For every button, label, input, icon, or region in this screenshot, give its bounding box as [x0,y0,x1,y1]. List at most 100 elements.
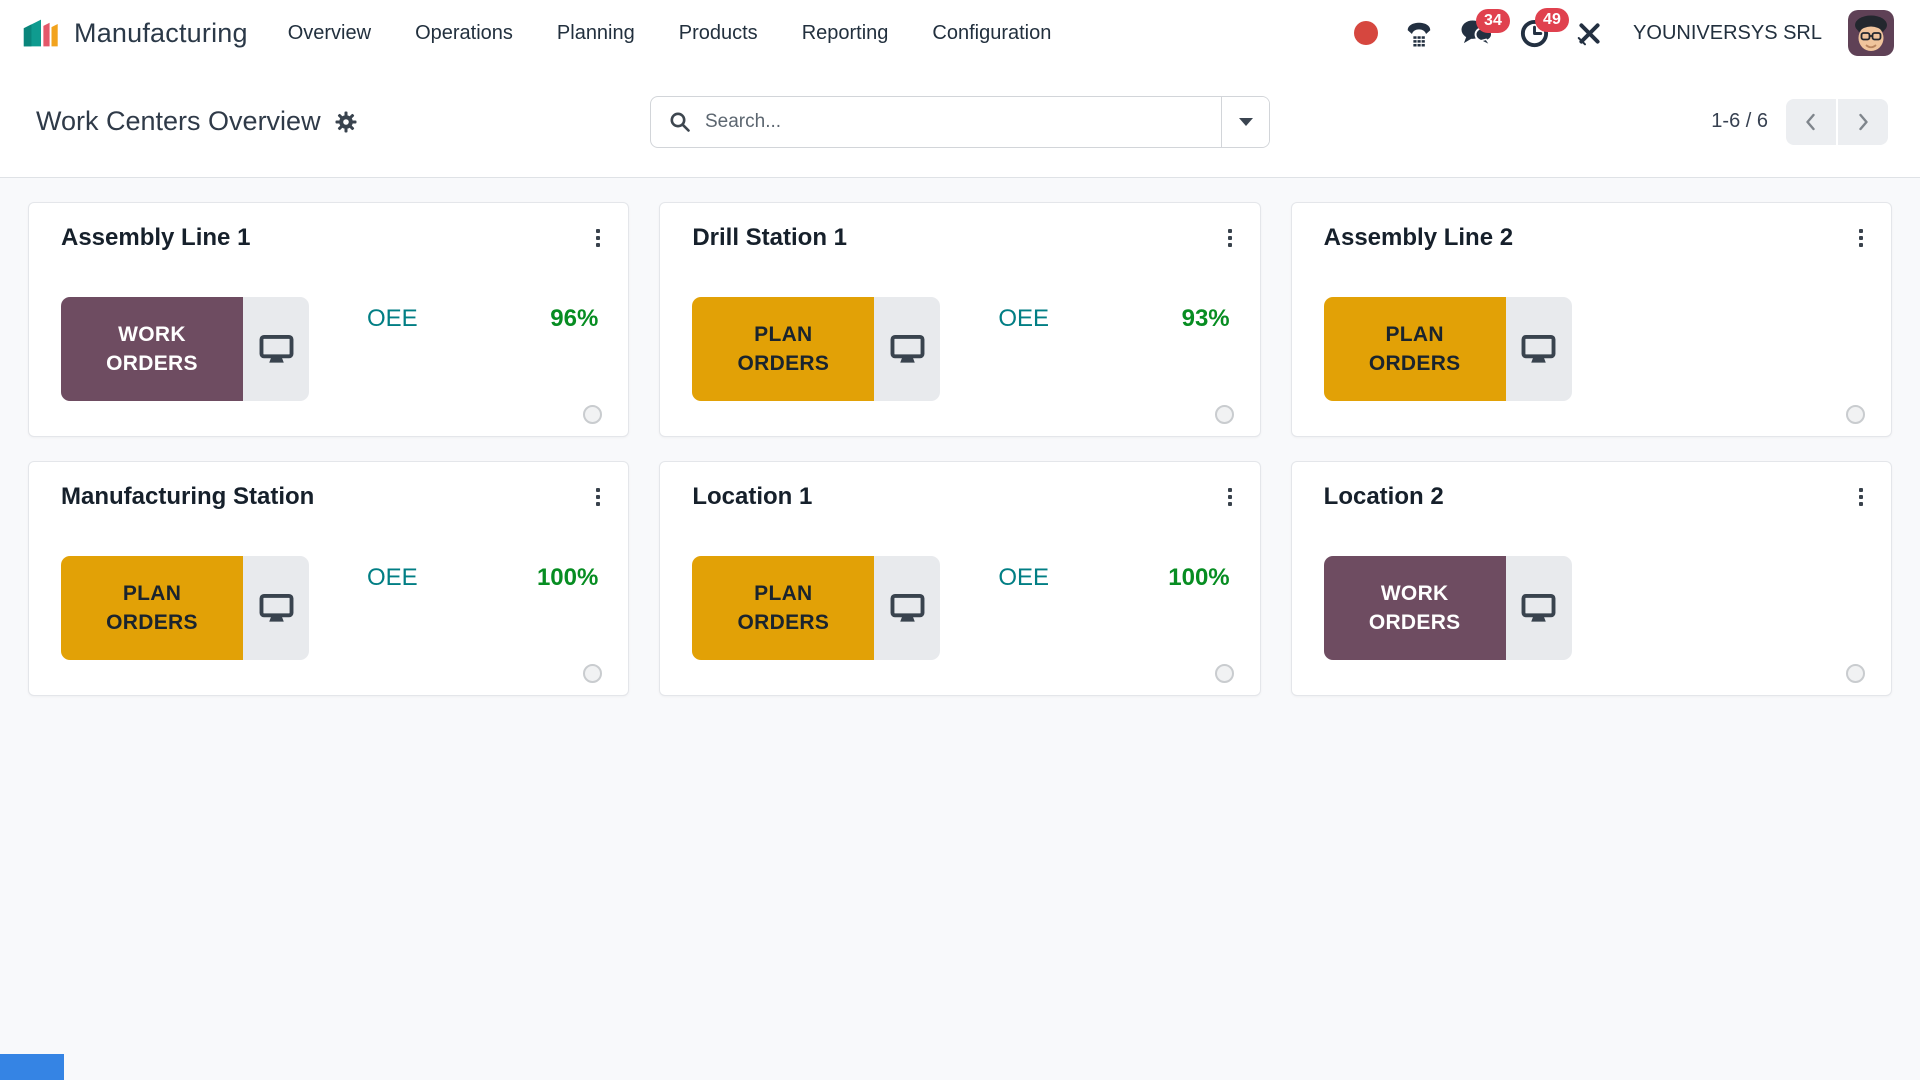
workcenter-name[interactable]: Assembly Line 1 [61,224,251,251]
oee-row [1572,556,1867,660]
status-indicator[interactable] [583,664,603,683]
pager-next-button[interactable] [1838,98,1888,145]
manufacturing-logo-icon [20,13,62,53]
workcenter-name[interactable]: Manufacturing Station [61,483,315,510]
chevron-right-icon [1859,113,1868,130]
activities-count-badge: 49 [1535,7,1569,32]
card-header: Assembly Line 2 [1324,223,1867,253]
kebab-menu-icon[interactable] [1218,482,1236,510]
orders-button-group: WORK ORDERS [61,297,309,401]
search-options-button[interactable] [1221,97,1269,147]
status-indicator[interactable] [1845,405,1865,424]
user-avatar[interactable] [1848,10,1894,56]
workcenter-screen-button[interactable] [243,556,309,660]
card-footer [1324,664,1867,683]
oee-label: OEE [998,564,1050,591]
status-indicator[interactable] [1845,664,1865,683]
app-name[interactable]: Manufacturing [74,17,248,48]
workcenter-name[interactable]: Location 2 [1323,483,1444,510]
status-indicator[interactable] [1214,664,1234,683]
work-orders-button[interactable]: WORK ORDERS [1323,556,1506,660]
systray: 34 49 YOUNIVERSYS SRL [1354,7,1894,56]
workcenter-grid: Assembly Line 1 WORK ORDERS OEE 96% [28,202,1892,696]
oee-value: 100% [536,564,599,591]
workcenter-screen-button[interactable] [874,556,941,660]
work-orders-button[interactable]: WORK ORDERS [61,297,243,401]
page-title: Work Centers Overview [36,106,321,136]
card-body: WORK ORDERS OEE 96% [61,297,604,401]
control-panel: Work Centers Overview [0,66,1920,178]
view-settings-button[interactable] [335,111,357,133]
orders-button-group: WORK ORDERS [1323,556,1572,660]
nav-item-overview[interactable]: Overview [287,21,372,44]
plan-orders-button[interactable]: PLAN ORDERS [61,556,243,660]
plan-orders-button[interactable]: PLAN ORDERS [692,556,875,660]
activities-button[interactable]: 49 [1519,7,1569,49]
messages-button[interactable]: 34 [1460,8,1510,48]
nav-item-planning[interactable]: Planning [556,21,635,44]
kanban-view: Assembly Line 1 WORK ORDERS OEE 96% [0,178,1920,720]
monitor-icon [1521,334,1556,363]
oee-label: OEE [367,564,418,591]
nav-item-products[interactable]: Products [678,21,758,44]
card-body: PLAN ORDERS [1323,297,1867,401]
kebab-menu-icon[interactable] [586,223,604,251]
workcenter-card: Assembly Line 2 PLAN ORDERS [1290,202,1892,437]
plan-orders-button[interactable]: PLAN ORDERS [1323,297,1506,401]
kebab-menu-icon[interactable] [1849,482,1867,510]
kebab-menu-icon[interactable] [1849,223,1867,251]
workcenter-screen-button[interactable] [1505,297,1572,401]
oee-label: OEE [367,305,418,332]
orders-button-group: PLAN ORDERS [692,297,941,401]
search-icon [669,111,691,133]
card-body: PLAN ORDERS OEE 100% [61,556,604,660]
main-menu: Overview Operations Planning Products Re… [288,22,1052,45]
workcenter-screen-button[interactable] [1505,556,1572,660]
workcenter-name[interactable]: Drill Station 1 [692,224,848,251]
nav-item-reporting[interactable]: Reporting [801,21,889,44]
gear-icon [335,111,357,132]
card-footer [692,664,1235,683]
oee-value: 100% [1168,564,1230,591]
kebab-menu-icon[interactable] [586,482,604,510]
workcenter-card: Assembly Line 1 WORK ORDERS OEE 96% [28,202,630,437]
chevron-left-icon [1806,113,1815,130]
workcenter-name[interactable]: Assembly Line 2 [1323,224,1514,251]
oee-row: OEE 100% [309,556,604,660]
plan-orders-button[interactable]: PLAN ORDERS [692,297,875,401]
top-navbar: Manufacturing Overview Operations Planni… [0,0,1920,66]
monitor-icon [890,593,925,622]
card-footer [61,405,604,424]
card-header: Location 1 [692,482,1235,512]
messages-count-badge: 34 [1476,8,1510,33]
workcenter-card: Manufacturing Station PLAN ORDERS OEE 10… [28,461,630,696]
card-footer [1324,405,1867,424]
navbar-left: Manufacturing Overview Operations Planni… [20,13,1051,53]
voip-phone-button[interactable] [1404,18,1434,48]
oee-label: OEE [998,305,1050,332]
oee-row: OEE 96% [309,297,604,401]
status-indicator[interactable] [1214,405,1234,424]
monitor-icon [259,593,293,622]
card-body: PLAN ORDERS OEE 93% [692,297,1235,401]
kebab-menu-icon[interactable] [1218,223,1236,251]
search-bar [650,96,1270,148]
nav-item-operations[interactable]: Operations [415,21,513,44]
nav-item-configuration[interactable]: Configuration [932,21,1052,44]
orders-button-group: PLAN ORDERS [1323,297,1572,401]
oee-row [1572,297,1867,401]
company-name[interactable]: YOUNIVERSYS SRL [1633,21,1822,44]
activity-clock-icon [1520,19,1549,47]
status-indicator[interactable] [583,405,603,424]
card-body: WORK ORDERS [1323,556,1867,660]
workcenter-screen-button[interactable] [874,297,941,401]
search-input[interactable] [703,110,1221,134]
card-header: Drill Station 1 [692,223,1235,253]
card-body: PLAN ORDERS OEE 100% [692,556,1235,660]
tools-button[interactable] [1576,20,1603,47]
workcenter-screen-button[interactable] [243,297,309,401]
orders-button-group: PLAN ORDERS [692,556,941,660]
pager-previous-button[interactable] [1786,98,1836,145]
workcenter-name[interactable]: Location 1 [692,483,813,510]
chevron-down-icon [1238,118,1253,126]
